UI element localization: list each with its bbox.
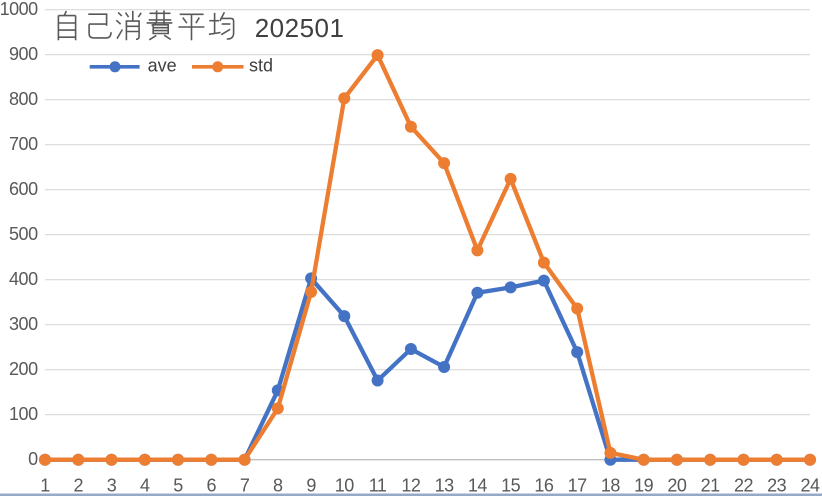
svg-text:19: 19 (634, 476, 654, 496)
svg-text:900: 900 (9, 44, 38, 64)
svg-text:15: 15 (501, 476, 521, 496)
svg-text:13: 13 (435, 476, 455, 496)
svg-text:20: 20 (667, 476, 687, 496)
svg-text:0: 0 (28, 449, 38, 469)
svg-text:1000: 1000 (0, 0, 38, 19)
svg-text:21: 21 (701, 476, 721, 496)
svg-text:12: 12 (401, 476, 421, 496)
svg-text:2: 2 (74, 476, 84, 496)
svg-text:11: 11 (369, 476, 387, 496)
svg-text:200: 200 (9, 359, 38, 379)
svg-text:700: 700 (9, 134, 38, 154)
svg-text:6: 6 (207, 476, 217, 496)
svg-text:17: 17 (568, 476, 588, 496)
svg-text:300: 300 (9, 314, 38, 334)
svg-text:5: 5 (173, 476, 183, 496)
svg-text:7: 7 (240, 476, 250, 496)
svg-text:std: std (249, 56, 273, 76)
svg-text:ave: ave (148, 56, 177, 76)
svg-text:202501: 202501 (255, 13, 345, 43)
svg-text:14: 14 (468, 476, 488, 496)
svg-text:800: 800 (9, 89, 38, 109)
svg-text:18: 18 (601, 476, 621, 496)
svg-text:24: 24 (800, 476, 820, 496)
svg-text:8: 8 (273, 476, 283, 496)
svg-text:1: 1 (40, 476, 50, 496)
svg-text:16: 16 (534, 476, 554, 496)
svg-text:100: 100 (9, 404, 38, 424)
svg-text:4: 4 (140, 476, 150, 496)
svg-text:3: 3 (107, 476, 117, 496)
svg-text:10: 10 (335, 476, 355, 496)
svg-text:22: 22 (734, 476, 754, 496)
svg-text:23: 23 (767, 476, 787, 496)
svg-text:400: 400 (9, 269, 38, 289)
svg-text:9: 9 (306, 476, 316, 496)
svg-text:500: 500 (9, 224, 38, 244)
svg-text:600: 600 (9, 179, 38, 199)
